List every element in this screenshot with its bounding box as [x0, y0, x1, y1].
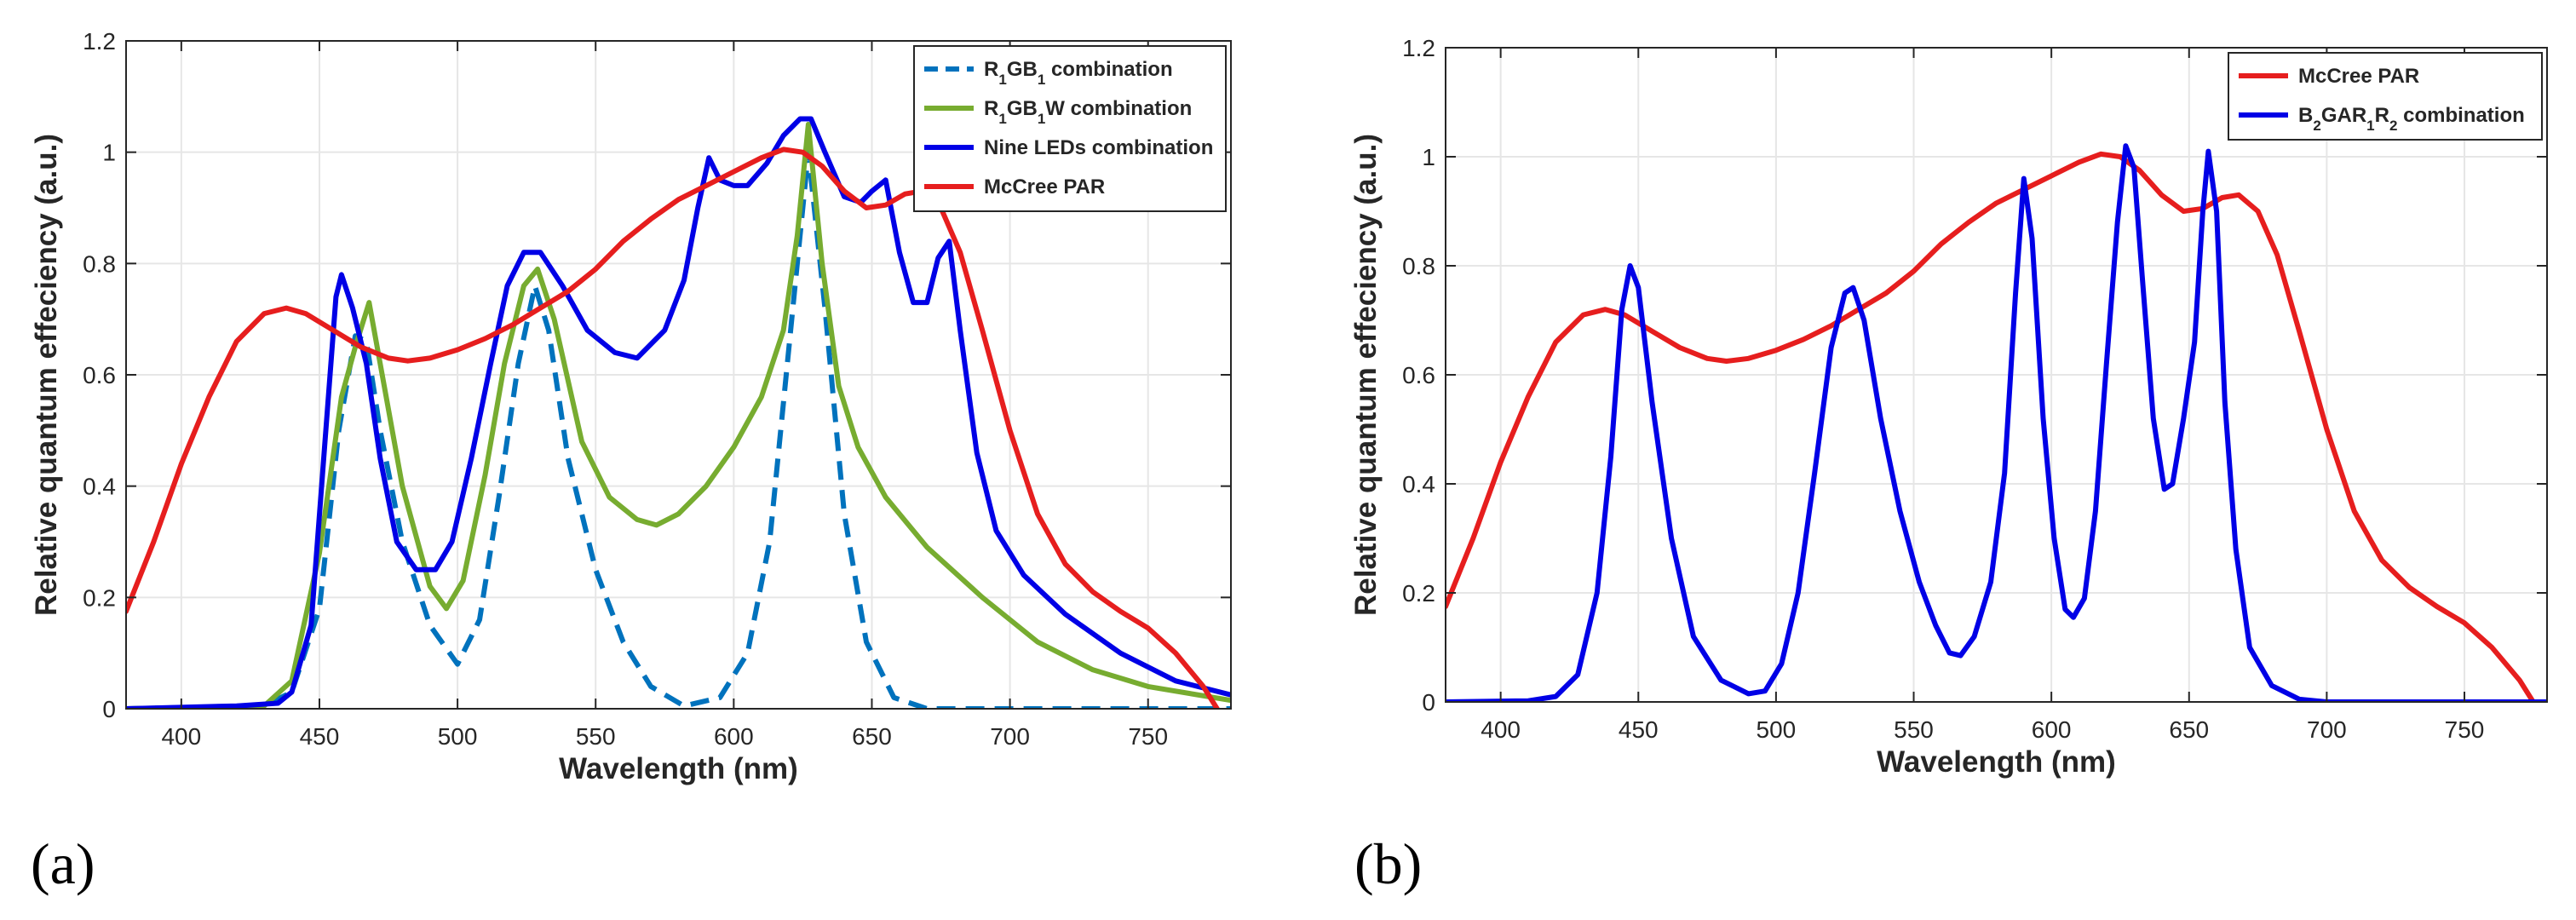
legend-text-part: 1: [998, 72, 1006, 88]
x-axis-label: Wavelength (nm): [1877, 745, 2116, 779]
y-tick-label: 0.4: [83, 474, 116, 500]
panel-label-a: (a): [31, 831, 95, 896]
x-axis-label: Wavelength (nm): [559, 752, 798, 785]
x-tick-label: 700: [990, 723, 1030, 750]
y-tick-label: 1.2: [1402, 35, 1435, 61]
y-tick-label: 0.8: [1402, 253, 1435, 279]
legend-entry: Nine LEDs combination: [984, 136, 1213, 159]
x-tick-label: 400: [1481, 716, 1521, 743]
y-axis-label: Relative quantum effeciency (a.u.): [30, 134, 63, 616]
legend-text-part: 1: [1038, 111, 1045, 127]
y-tick-label: 0.4: [1402, 471, 1435, 497]
y-tick-label: 1.2: [83, 28, 116, 55]
legend-text-part: Nine LEDs combination: [984, 136, 1213, 159]
y-tick-label: 1: [102, 140, 116, 166]
x-tick-label: 750: [2445, 716, 2485, 743]
legend-text-part: 2: [2313, 118, 2320, 134]
legend-entry: R1GB1W combination: [984, 97, 1192, 127]
legend-text-part: R: [2375, 104, 2389, 127]
y-axis-label: Relative quantum effeciency (a.u.): [1349, 134, 1383, 616]
x-tick-label: 550: [1894, 716, 1934, 743]
x-tick-label: 650: [2169, 716, 2209, 743]
y-tick-label: 0: [102, 696, 116, 722]
legend-text-part: 1: [998, 111, 1006, 127]
legend-box: [913, 45, 1227, 212]
x-tick-label: 400: [161, 723, 201, 750]
x-tick-label: 500: [438, 723, 478, 750]
chart-b: 400 450 500 550 600 650 700 750 0 0.2 0.4 0.6 0.8 1 1.…: [1349, 35, 2548, 779]
panel-label-b: (b): [1354, 831, 1423, 896]
legend-text-part: R: [984, 97, 998, 120]
legend-text-part: 1: [2366, 118, 2374, 134]
legend-text-part: combination: [1045, 58, 1172, 81]
x-tick-label: 650: [852, 723, 892, 750]
y-tick-label: 1: [1422, 144, 1435, 170]
series-line-mccree-par: [1446, 151, 2536, 702]
y-tick-label: 0.2: [83, 584, 116, 611]
x-tick-label: 550: [576, 723, 616, 750]
legend-text-part: GAR: [2321, 104, 2366, 127]
legend-text-part: GB: [1007, 58, 1038, 81]
legend-text-part: 1: [1038, 72, 1045, 88]
x-tick-label: 500: [1757, 716, 1797, 743]
series-line-b2gar1r2-combination: [1446, 143, 2547, 702]
legend-entry: McCree PAR: [984, 175, 1105, 198]
legend-text-part: R: [984, 58, 998, 81]
x-tick-label: 700: [2307, 716, 2347, 743]
x-tick-label: 750: [1128, 723, 1168, 750]
legend-text-part: GB: [1007, 97, 1038, 120]
y-tick-label: 0.6: [83, 362, 116, 388]
legend-text-part: combination: [2397, 104, 2524, 127]
x-tick-label: 600: [714, 723, 754, 750]
y-tick-label: 0.6: [1402, 362, 1435, 388]
x-tick-label: 450: [300, 723, 340, 750]
legend-text-part: McCree PAR: [984, 175, 1105, 198]
y-tick-label: 0.8: [83, 250, 116, 277]
series-line-mccree-par: [126, 147, 1220, 709]
legend-entry: B2GAR1R2 combination: [2298, 104, 2525, 134]
legend-text-part: B: [2298, 104, 2313, 127]
chart-a: 400 450 500 550 600 650 700 750 0 0.2 0.4 0.6 0.8 1 1.…: [30, 28, 1232, 785]
x-tick-label: 600: [2032, 716, 2072, 743]
legend-text-part: McCree PAR: [2298, 65, 2419, 88]
legend-text-part: W combination: [1045, 97, 1192, 120]
series-line-r1gb1-combination: [126, 149, 1231, 709]
legend-box: [2228, 52, 2543, 141]
legend-text-part: 2: [2389, 118, 2397, 134]
y-tick-label: 0: [1422, 689, 1435, 716]
legend-entry: McCree PAR: [2298, 65, 2419, 88]
legend-entry: R1GB1 combination: [984, 58, 1173, 88]
x-tick-label: 450: [1619, 716, 1659, 743]
y-tick-label: 0.2: [1402, 580, 1435, 607]
series-line-r1gb1w-combination: [126, 122, 1231, 709]
